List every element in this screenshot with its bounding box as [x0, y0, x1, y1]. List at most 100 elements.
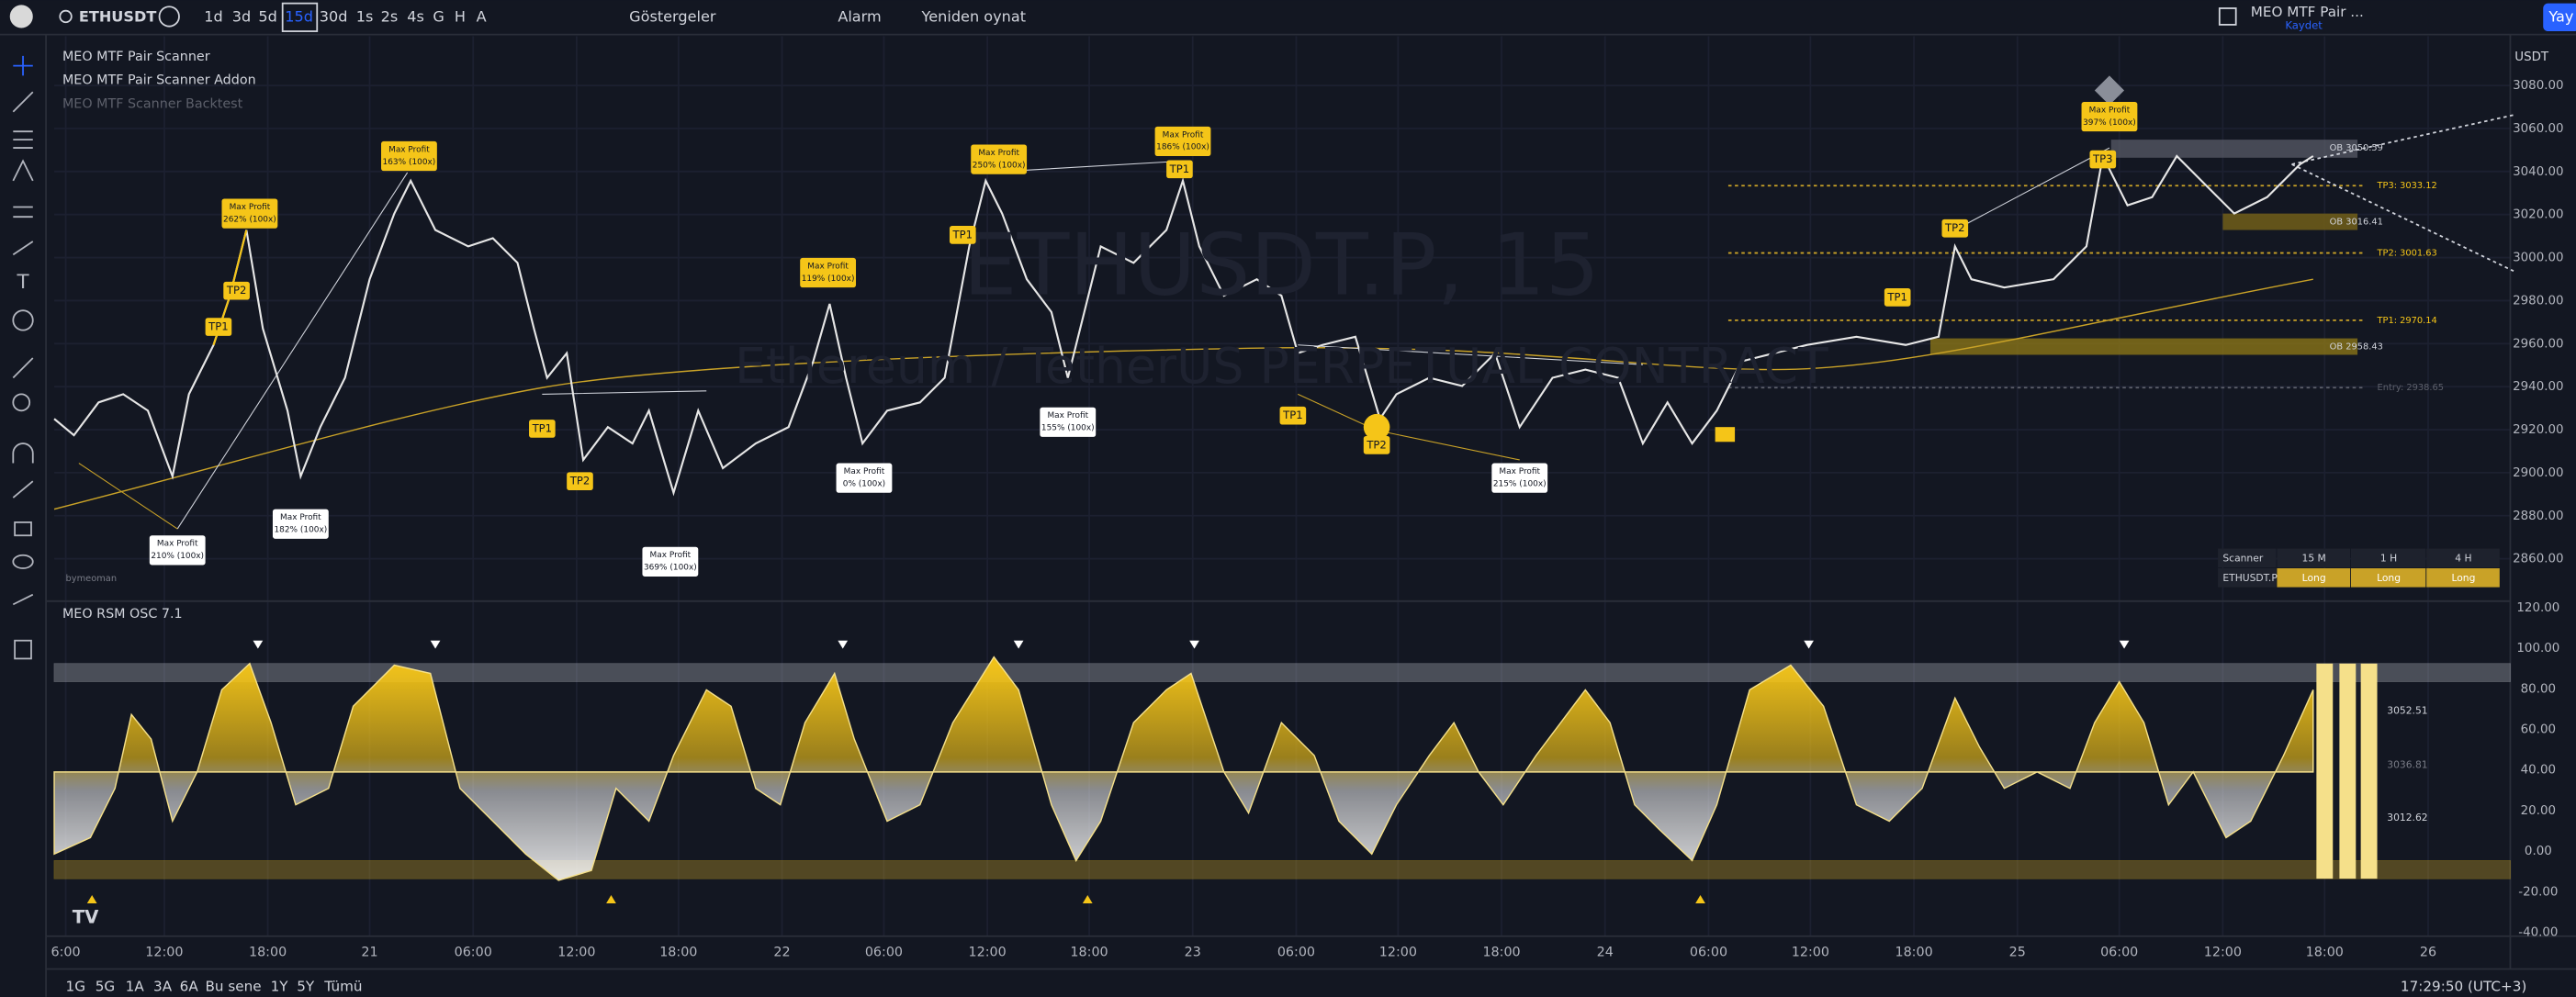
table-text: Scanner: [2222, 552, 2263, 564]
author: bymeoman: [66, 574, 118, 584]
table-cell: [2277, 548, 2351, 568]
indicator-name[interactable]: MEO MTF Scanner Backtest: [62, 97, 243, 112]
drawing-tools[interactable]: T: [12, 55, 34, 660]
interval-button[interactable]: 4s: [407, 7, 424, 25]
interval-button[interactable]: 30d: [320, 7, 348, 25]
target-text: TP1: [1886, 290, 1907, 303]
max-profit-detail: 250% (100x): [973, 161, 1026, 170]
publish-button[interactable]: Yay: [2548, 7, 2573, 25]
max-profit-detail: 215% (100x): [1493, 479, 1547, 488]
max-profit-label: [149, 535, 206, 566]
max-profit-detail: 397% (100x): [2083, 118, 2136, 128]
oscillator-side-label: 3036.81: [2387, 759, 2427, 771]
interval-button[interactable]: H: [455, 7, 466, 25]
max-profit-detail: 119% (100x): [802, 274, 855, 284]
indicator-name[interactable]: MEO MTF Pair Scanner Addon: [62, 73, 256, 88]
time-label: 18:00: [2306, 946, 2344, 960]
range-button[interactable]: Bu sene: [205, 979, 261, 995]
table-text: Long: [2302, 572, 2326, 584]
max-profit-detail: 163% (100x): [383, 158, 436, 167]
search-icon[interactable]: [59, 9, 73, 24]
time-label: 18:00: [1482, 946, 1520, 960]
range-button[interactable]: 1Y: [271, 979, 289, 995]
max-profit-detail: 0% (100x): [843, 479, 885, 488]
interval-button[interactable]: G: [433, 7, 444, 25]
time-label: 23: [1185, 946, 1201, 960]
replay-button[interactable]: Yeniden oynat: [921, 7, 1026, 25]
max-profit-detail: 186% (100x): [1156, 143, 1209, 152]
oscillator-axis-label: 0.00: [2525, 845, 2552, 858]
target-label: [1941, 218, 1969, 238]
price-label: 2940.00: [2513, 380, 2563, 394]
watermark-symbol: ETHUSDT.P, 15: [963, 216, 1600, 315]
indicator-name[interactable]: MEO MTF Pair Scanner: [62, 50, 210, 64]
max-profit-label: [1491, 463, 1548, 493]
save-label[interactable]: Kaydet: [2285, 18, 2323, 31]
oscillator-axis-label: 40.00: [2521, 764, 2556, 778]
layout-name[interactable]: MEO MTF Pair ...: [2251, 4, 2364, 20]
table-cell: [2426, 548, 2500, 568]
target-label: [529, 420, 556, 438]
time-label: 06:00: [455, 946, 492, 960]
max-profit-title: Max Profit: [280, 513, 321, 522]
interval-button[interactable]: A: [477, 7, 487, 25]
max-profit-detail: 155% (100x): [1041, 424, 1095, 433]
target-text: TP1: [208, 320, 228, 333]
interval-button[interactable]: 15d: [285, 7, 313, 25]
range-button[interactable]: 5Y: [297, 979, 315, 995]
max-profit-title: Max Profit: [230, 203, 271, 212]
max-profit-title: Max Profit: [1499, 467, 1540, 476]
max-profit-title: Max Profit: [1163, 130, 1204, 140]
level-label: OB 3050.59: [2330, 143, 2383, 153]
time-label: 25: [2009, 946, 2026, 960]
oscillator-title[interactable]: MEO RSM OSC 7.1: [62, 607, 183, 622]
max-profit-label: [971, 144, 1028, 174]
level-label: OB 2958.43: [2330, 342, 2383, 353]
interval-button[interactable]: 5d: [258, 7, 276, 25]
time-label: 26: [2420, 946, 2436, 960]
max-profit-label: [800, 257, 857, 288]
target-text: TP1: [1169, 162, 1189, 175]
max-profit-title: Max Profit: [388, 145, 430, 154]
target-text: TP1: [1282, 409, 1302, 421]
table-cell: [2350, 568, 2426, 588]
symbol[interactable]: ETHUSDT: [79, 7, 156, 25]
level-label: TP2: 3001.63: [2377, 249, 2437, 259]
oscillator-axis-label: 60.00: [2521, 723, 2556, 737]
target-label: [567, 472, 593, 491]
interval-button[interactable]: 1d: [204, 7, 222, 25]
interval-button[interactable]: 2s: [381, 7, 399, 25]
max-profit-detail: 369% (100x): [644, 564, 697, 573]
oversold-band: [53, 860, 2511, 879]
order-block: [1929, 338, 2358, 355]
indicators-button[interactable]: Göstergeler: [629, 7, 716, 25]
range-button[interactable]: 1A: [126, 979, 145, 995]
alert-button[interactable]: Alarm: [838, 7, 881, 25]
price-label: 2880.00: [2513, 510, 2563, 523]
price-label: 3020.00: [2513, 208, 2563, 222]
tv-logo: TV: [73, 907, 99, 928]
range-button[interactable]: 1G: [66, 979, 85, 995]
range-button[interactable]: Tümü: [323, 979, 362, 995]
range-button[interactable]: 5G: [96, 979, 115, 995]
layout-icon[interactable]: [2218, 7, 2237, 26]
interval-button[interactable]: 3d: [232, 7, 251, 25]
time-label: 12:00: [1792, 946, 1829, 960]
max-profit-title: Max Profit: [2089, 106, 2131, 115]
range-button[interactable]: 3A: [153, 979, 173, 995]
add-symbol[interactable]: [158, 6, 180, 28]
range-button[interactable]: 6A: [180, 979, 199, 995]
price-label: 3060.00: [2513, 122, 2563, 136]
time-label: 06:00: [1277, 946, 1315, 960]
publish-button[interactable]: [2543, 3, 2576, 32]
level-label: Entry: 2938.65: [2378, 383, 2445, 393]
order-block: [2110, 140, 2358, 158]
table-text: Long: [2377, 572, 2401, 584]
time-label: 06:00: [2100, 946, 2138, 960]
interval-button[interactable]: 1s: [356, 7, 374, 25]
currency[interactable]: USDT: [2514, 50, 2549, 64]
target-label: [205, 318, 232, 336]
oscillator-side-label: 3012.62: [2387, 812, 2427, 823]
avatar[interactable]: [9, 5, 33, 28]
oscillator-axis-label: 120.00: [2516, 601, 2559, 615]
